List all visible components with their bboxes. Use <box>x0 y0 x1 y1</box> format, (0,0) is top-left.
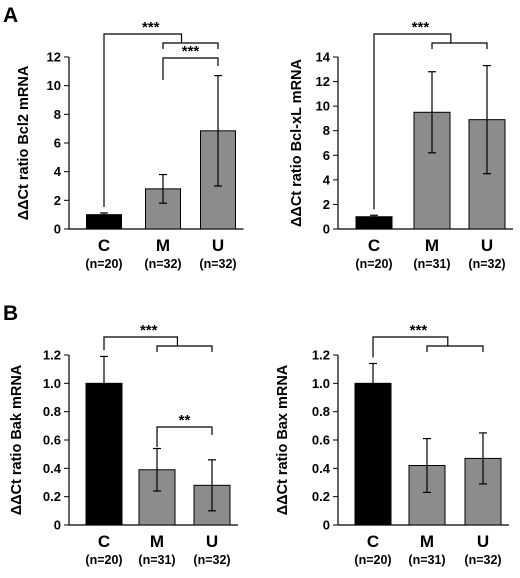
category-label: M <box>425 236 439 255</box>
significance-label: *** <box>412 19 430 36</box>
significance-bracket <box>162 57 219 80</box>
y-axis-label: ΔΔCt ratio Bcl2 mRNA <box>16 65 32 220</box>
y-tick-label: 0.4 <box>43 461 62 476</box>
sample-size-label: (n=31) <box>413 257 450 271</box>
y-tick-label: 12 <box>47 50 61 65</box>
y-tick-label: 0.8 <box>43 404 61 419</box>
y-tick-label: 0 <box>323 222 330 237</box>
significance-bracket <box>103 33 219 207</box>
sample-size-label: (n=20) <box>85 257 122 271</box>
y-tick-label: 0.2 <box>43 489 61 504</box>
y-tick-label: 10 <box>316 99 330 114</box>
y-tick-label: 0 <box>54 222 61 237</box>
significance-label: ** <box>179 412 191 429</box>
significance-bracket <box>373 33 488 210</box>
y-axis-label: ΔΔCt ratio Bak mRNA <box>9 364 25 515</box>
y-tick-label: 1.2 <box>312 348 330 363</box>
bar-C <box>354 382 392 526</box>
y-tick-label: 2 <box>323 197 330 212</box>
significance-label: *** <box>182 43 200 60</box>
category-label: C <box>368 236 380 255</box>
category-label: U <box>212 236 224 255</box>
sample-size-label: (n=20) <box>355 257 392 271</box>
y-axis-label: ΔΔCt ratio Bax mRNA <box>275 364 291 515</box>
y-tick-label: 0.2 <box>312 489 330 504</box>
sample-size-label: (n=32) <box>144 257 181 271</box>
category-label: C <box>98 532 110 551</box>
category-label: M <box>150 532 164 551</box>
category-label: U <box>477 532 489 551</box>
chart-bax: 0 0.2 0.4 0.6 0.8 1.0 1.2 ΔΔCt ratio Bax mRNA C (… <box>275 322 509 567</box>
chart-bclxl: 0 2 4 6 8 10 12 14 ΔΔCt ratio Bcl-xL mRNA C (n=20)… <box>289 19 513 271</box>
category-label: U <box>206 532 218 551</box>
panel-letter-a: A <box>3 4 18 27</box>
chart-bak: 0 0.2 0.4 0.6 0.8 1.0 1.2 ΔΔCt ratio Bak mRNA C (… <box>9 322 238 567</box>
significance-bracket <box>156 426 213 447</box>
y-tick-label: 12 <box>316 74 330 89</box>
significance-label: *** <box>410 322 428 339</box>
category-label: C <box>98 236 110 255</box>
sample-size-label: (n=20) <box>85 553 122 567</box>
y-tick-label: 8 <box>323 123 330 138</box>
y-tick-label: 0.4 <box>312 461 331 476</box>
y-tick-label: 10 <box>47 78 61 93</box>
significance-bracket <box>103 336 213 352</box>
sample-size-label: (n=31) <box>138 553 175 567</box>
category-label: C <box>367 532 379 551</box>
category-label: M <box>420 532 434 551</box>
y-tick-label: 0.6 <box>312 433 330 448</box>
sample-size-label: (n=32) <box>464 553 501 567</box>
y-tick-label: 0 <box>323 518 330 533</box>
sample-size-label: (n=32) <box>199 257 236 271</box>
y-axis-label: ΔΔCt ratio Bcl-xL mRNA <box>289 58 305 227</box>
y-tick-label: 0 <box>54 518 61 533</box>
y-tick-label: 6 <box>323 148 330 163</box>
y-tick-label: 8 <box>54 107 61 122</box>
sample-size-label: (n=31) <box>408 553 445 567</box>
y-tick-label: 6 <box>54 136 61 151</box>
sample-size-label: (n=32) <box>468 257 505 271</box>
y-tick-label: 4 <box>323 172 331 187</box>
y-tick-label: 1.0 <box>312 376 330 391</box>
sample-size-label: (n=32) <box>193 553 230 567</box>
y-tick-label: 2 <box>54 193 61 208</box>
y-tick-label: 4 <box>54 164 62 179</box>
significance-bracket <box>372 336 484 358</box>
chart-bcl2: 0 2 4 6 8 10 12 ΔΔCt ratio Bcl2 mRNA C (n=20) M (n=… <box>16 19 244 271</box>
panel-letter-b: B <box>3 302 18 325</box>
y-tick-label: 14 <box>316 50 331 65</box>
significance-label: *** <box>142 19 160 36</box>
category-label: M <box>156 236 170 255</box>
y-tick-label: 0.6 <box>43 433 61 448</box>
category-label: U <box>481 236 493 255</box>
significance-label: *** <box>140 322 158 339</box>
sample-size-label: (n=20) <box>354 553 391 567</box>
y-tick-label: 1.2 <box>43 348 61 363</box>
y-tick-label: 1.0 <box>43 376 61 391</box>
y-tick-label: 0.8 <box>312 404 330 419</box>
